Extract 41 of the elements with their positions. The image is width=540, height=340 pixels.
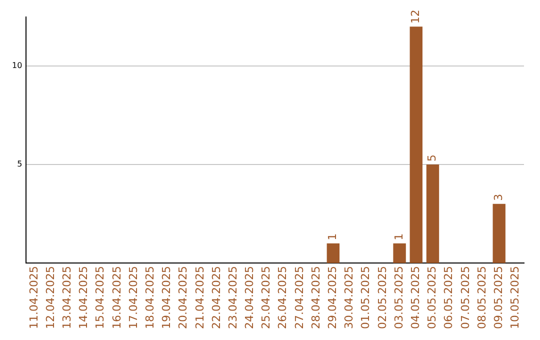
x-tick-label: 10.05.2025: [508, 266, 522, 330]
x-tick-label: 08.05.2025: [475, 266, 488, 330]
x-tick-label: 07.05.2025: [458, 266, 472, 330]
bar: [410, 26, 422, 264]
x-tick-label: 24.04.2025: [243, 266, 256, 330]
data-label: 12: [408, 10, 422, 24]
x-tick-label: 13.04.2025: [60, 266, 74, 330]
x-tick-label: 14.04.2025: [77, 266, 90, 330]
x-tick-label: 04.05.2025: [408, 266, 422, 330]
x-tick-label: 17.04.2025: [126, 266, 140, 330]
x-tick-label: 18.04.2025: [143, 266, 156, 330]
x-tick-label: 26.04.2025: [276, 266, 290, 330]
bar: [426, 164, 440, 264]
data-label: 5: [426, 154, 439, 162]
x-tick-label: 06.05.2025: [442, 266, 456, 330]
x-tick-label: 03.05.2025: [392, 266, 406, 330]
x-tick-label: 30.04.2025: [342, 266, 356, 330]
x-tick-label: 09.05.2025: [492, 266, 505, 330]
x-tick-label: 11.04.2025: [27, 266, 40, 330]
bar: [492, 204, 506, 264]
x-tick-label: 21.04.2025: [193, 266, 206, 330]
x-tick-label: 22.04.2025: [210, 266, 223, 330]
x-tick-label: 25.04.2025: [260, 266, 273, 330]
data-label: 1: [392, 233, 406, 240]
data-label: 3: [492, 194, 505, 201]
x-tick-label: 16.04.2025: [110, 266, 124, 330]
x-tick-label: 28.04.2025: [309, 266, 322, 330]
x-tick-label: 15.04.2025: [94, 266, 107, 330]
bar: [326, 243, 340, 264]
x-tick-label: 01.05.2025: [359, 266, 372, 330]
x-tick-label: 20.04.2025: [176, 266, 190, 330]
x-tick-label: 27.04.2025: [292, 266, 306, 330]
x-tick-label: 02.05.2025: [376, 266, 389, 330]
x-tick-label: 12.04.2025: [44, 266, 57, 330]
x-tick-label: 29.04.2025: [326, 266, 340, 330]
bar: [393, 243, 406, 264]
y-tick-label: 10: [12, 61, 22, 70]
data-label: 1: [326, 233, 340, 240]
x-tick-label: 05.05.2025: [426, 266, 439, 330]
x-tick-label: 23.04.2025: [226, 266, 240, 330]
x-tick-label: 19.04.2025: [160, 266, 174, 330]
